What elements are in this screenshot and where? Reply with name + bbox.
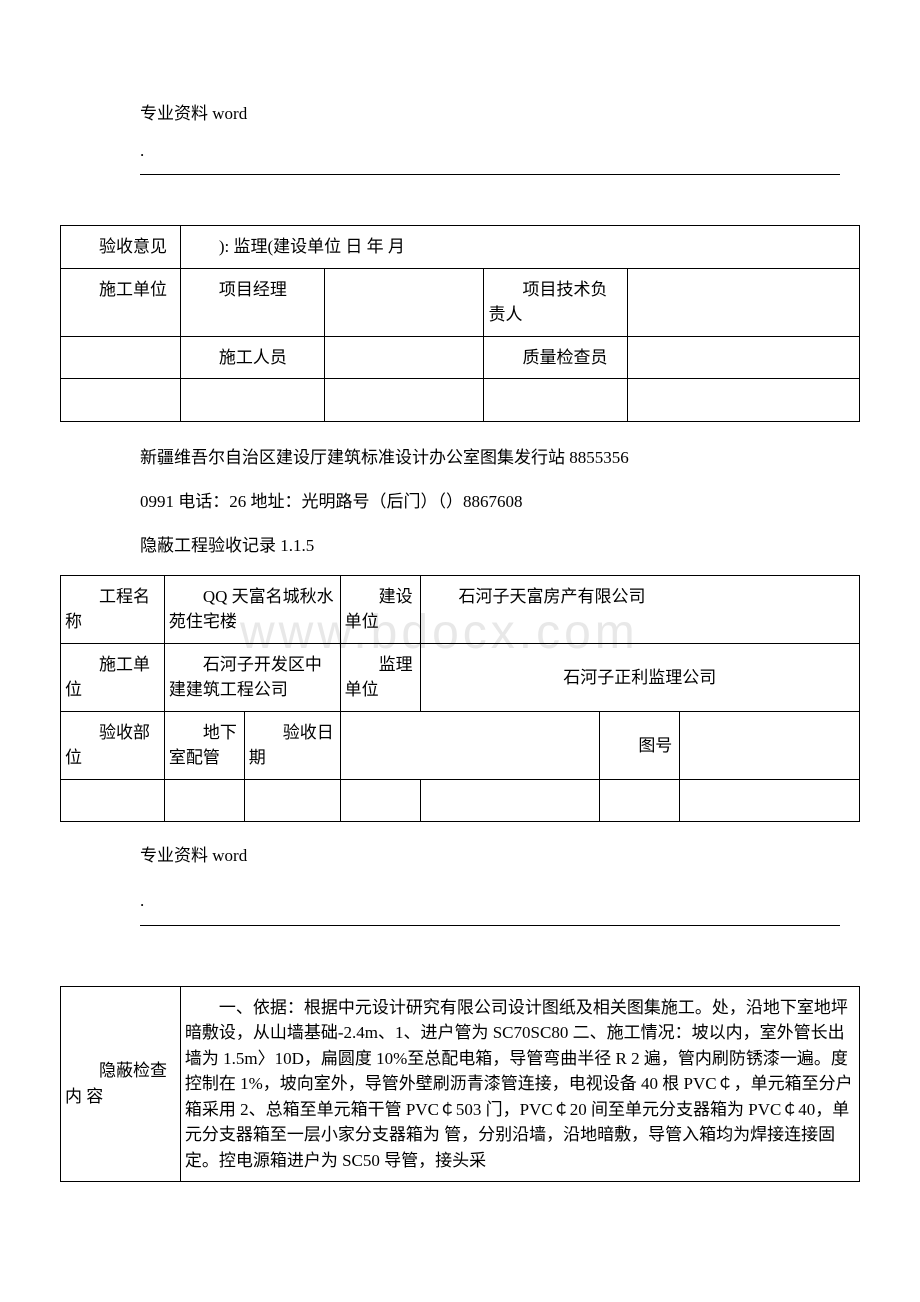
cell-empty — [340, 779, 420, 822]
cell-accept-part-value: 地下室配管 — [164, 711, 244, 779]
table-row: 隐蔽检查内 容 一、依据：根据中元设计研究有限公司设计图纸及相关图集施工。处，沿… — [61, 986, 860, 1182]
cell-hidden-check-label: 隐蔽检查内 容 — [61, 986, 181, 1182]
paragraph-record-title: 隐蔽工程验收记录 1.1.5 — [140, 530, 860, 562]
cell-build-unit-label: 建设单位 — [340, 575, 420, 643]
header-label: 专业资料 word — [140, 100, 860, 127]
table2-wrapper: www.bdocx.com 工程名称 QQ 天富名城秋水苑住宅楼 建设单位 石河… — [60, 575, 860, 823]
project-info-table: 工程名称 QQ 天富名城秋水苑住宅楼 建设单位 石河子天富房产有限公司 施工单位… — [60, 575, 860, 823]
cell-construct-unit-value: 石河子开发区中建建筑工程公司 — [164, 643, 340, 711]
cell-accept-date-value — [340, 711, 600, 779]
cell-accept-part-label: 验收部位 — [61, 711, 165, 779]
footer-label: 专业资料 word — [140, 842, 860, 869]
table-row: 施工单位 石河子开发区中建建筑工程公司 监理单位 石河子正利监理公司 — [61, 643, 860, 711]
cell-supervise-unit-value: 石河子正利监理公司 — [420, 643, 859, 711]
footer-dot: . — [140, 887, 860, 914]
table-row: 工程名称 QQ 天富名城秋水苑住宅楼 建设单位 石河子天富房产有限公司 — [61, 575, 860, 643]
paragraph-address: 新疆维吾尔自治区建设厅建筑标准设计办公室图集发行站 8855356 — [140, 442, 860, 474]
cell-construction-staff-label: 施工人员 — [180, 336, 324, 379]
divider-bottom — [140, 925, 840, 926]
cell-quality-inspector-label: 质量检查员 — [484, 336, 628, 379]
table-row: 验收部位 地下室配管 验收日期 图号 — [61, 711, 860, 779]
acceptance-table: 验收意见 ): 监理(建设单位 日 年 月 施工单位 项目经理 项目技术负责人 … — [60, 225, 860, 422]
cell-construction-unit-label: 施工单位 — [61, 268, 181, 336]
cell-empty — [180, 379, 324, 422]
cell-empty — [61, 336, 181, 379]
cell-empty — [324, 379, 484, 422]
cell-accept-date-label: 验收日期 — [244, 711, 340, 779]
cell-project-name-label: 工程名称 — [61, 575, 165, 643]
divider-top — [140, 174, 840, 175]
cell-build-unit-value: 石河子天富房产有限公司 — [420, 575, 859, 643]
cell-empty — [61, 779, 165, 822]
cell-tech-lead-label: 项目技术负责人 — [484, 268, 628, 336]
cell-quality-inspector-value — [628, 336, 860, 379]
table-row — [61, 779, 860, 822]
cell-construction-staff-value — [324, 336, 484, 379]
cell-empty — [164, 779, 244, 822]
cell-empty — [61, 379, 181, 422]
cell-drawing-no-label: 图号 — [600, 711, 680, 779]
cell-drawing-no-value — [680, 711, 860, 779]
cell-hidden-check-content: 一、依据：根据中元设计研究有限公司设计图纸及相关图集施工。处，沿地下室地坪暗敷设… — [180, 986, 859, 1182]
cell-project-manager-label: 项目经理 — [180, 268, 324, 336]
cell-empty — [600, 779, 680, 822]
page-content: 专业资料 word . 验收意见 ): 监理(建设单位 日 年 月 施工单位 项… — [60, 100, 860, 1182]
header-dot: . — [140, 137, 860, 164]
table-row: 验收意见 ): 监理(建设单位 日 年 月 — [61, 226, 860, 269]
cell-empty — [484, 379, 628, 422]
table-row: 施工人员 质量检查员 — [61, 336, 860, 379]
cell-empty — [628, 379, 860, 422]
hidden-check-table: 隐蔽检查内 容 一、依据：根据中元设计研究有限公司设计图纸及相关图集施工。处，沿… — [60, 986, 860, 1183]
cell-acceptance-opinion-label: 验收意见 — [61, 226, 181, 269]
paragraph-phone: 0991 电话：26 地址：光明路号（后门）（）8867608 — [140, 486, 860, 518]
cell-supervise-unit-label: 监理单位 — [340, 643, 420, 711]
cell-empty — [680, 779, 860, 822]
cell-project-name-value: QQ 天富名城秋水苑住宅楼 — [164, 575, 340, 643]
cell-empty — [244, 779, 340, 822]
cell-tech-lead-value — [628, 268, 860, 336]
cell-project-manager-value — [324, 268, 484, 336]
table-row: 施工单位 项目经理 项目技术负责人 — [61, 268, 860, 336]
cell-empty — [420, 779, 600, 822]
cell-supervisor-date: ): 监理(建设单位 日 年 月 — [180, 226, 859, 269]
cell-construct-unit-label: 施工单位 — [61, 643, 165, 711]
table-row — [61, 379, 860, 422]
